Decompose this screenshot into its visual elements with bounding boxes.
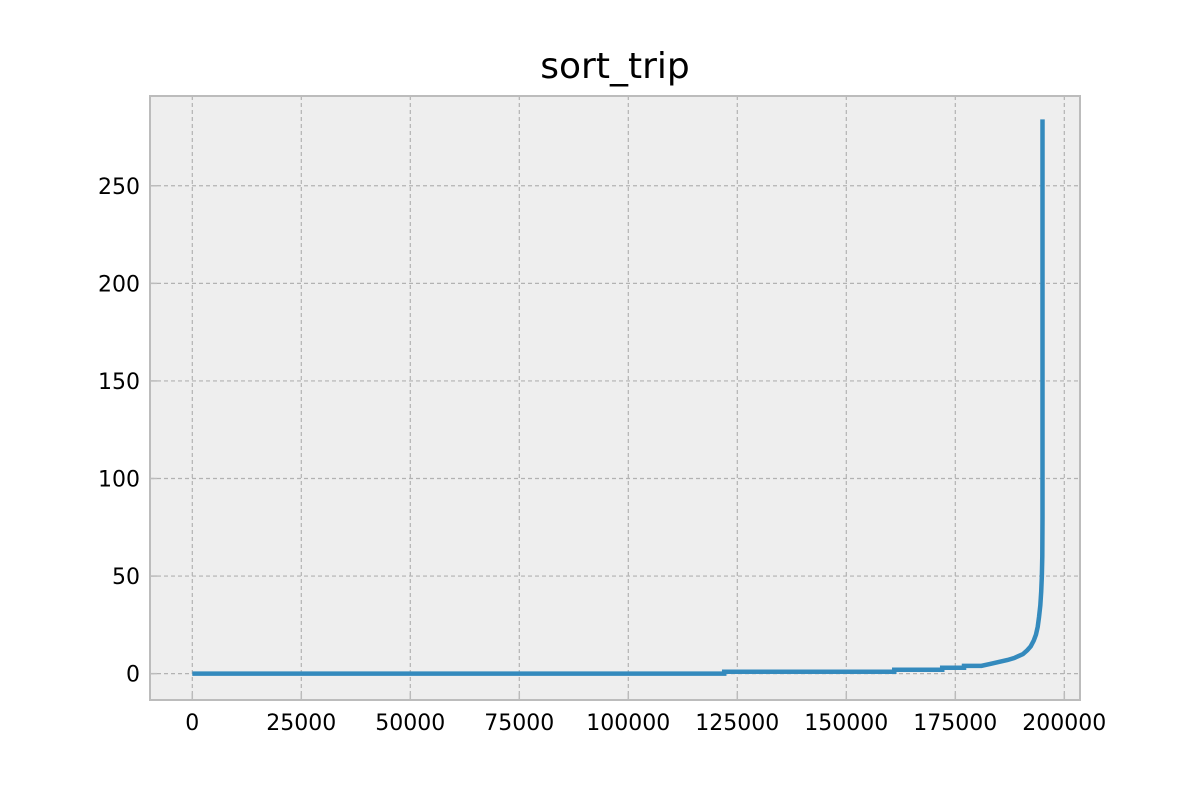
x-tick-label: 0 bbox=[185, 711, 199, 736]
y-tick-label: 50 bbox=[112, 565, 140, 590]
x-tick-label: 200000 bbox=[1022, 711, 1106, 736]
axis-ticks bbox=[150, 185, 1066, 700]
y-tick-label: 0 bbox=[126, 663, 140, 688]
x-tick-label: 125000 bbox=[695, 711, 779, 736]
x-tick-label: 50000 bbox=[375, 711, 445, 736]
x-axis-tick-labels: 0 25000 50000 75000 100000 125000 150000 175000… bbox=[185, 711, 1106, 736]
x-tick-label: 175000 bbox=[913, 711, 997, 736]
series-line bbox=[192, 119, 1045, 676]
chart-title: sort_trip bbox=[540, 46, 689, 87]
y-tick-label: 250 bbox=[98, 175, 140, 200]
y-tick-label: 150 bbox=[98, 370, 140, 395]
x-tick-label: 25000 bbox=[266, 711, 336, 736]
x-tick-label: 100000 bbox=[586, 711, 670, 736]
series-layer bbox=[192, 119, 1045, 676]
y-tick-label: 200 bbox=[98, 272, 140, 297]
plot-frame bbox=[149, 95, 1081, 701]
y-axis-tick-labels: 0 50 100 150 200 250 bbox=[98, 175, 140, 688]
y-tick-label: 100 bbox=[98, 468, 140, 493]
plot-area bbox=[150, 96, 1080, 700]
x-tick-label: 150000 bbox=[804, 711, 888, 736]
x-tick-label: 75000 bbox=[484, 711, 554, 736]
